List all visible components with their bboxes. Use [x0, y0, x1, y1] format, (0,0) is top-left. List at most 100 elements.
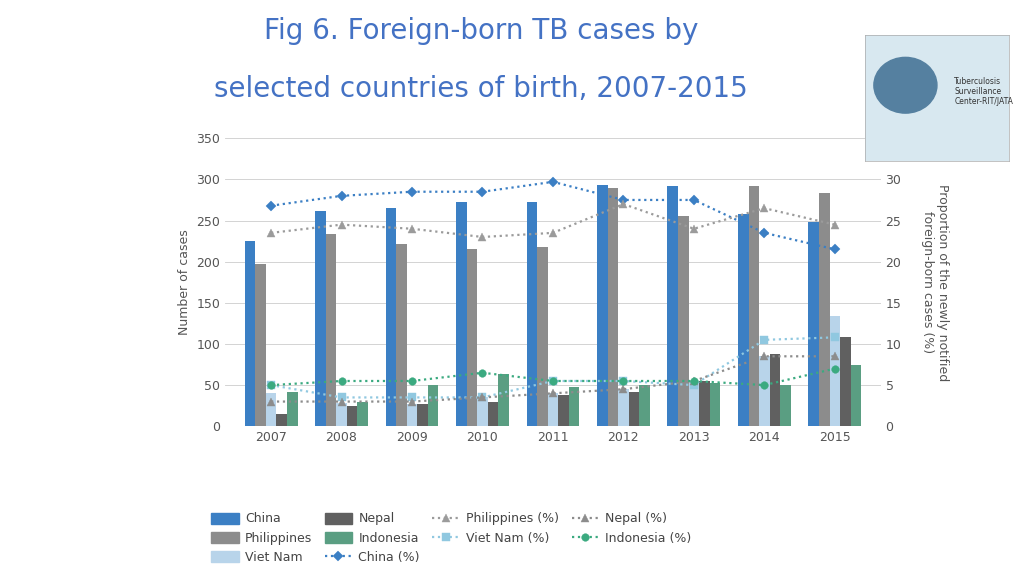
- Bar: [326, 234, 336, 426]
- Bar: [407, 404, 418, 426]
- Bar: [710, 384, 720, 426]
- Indonesia (%): [547, 377, 559, 384]
- Nepal (%): [476, 394, 488, 401]
- Bar: [287, 392, 298, 426]
- Nepal (%): [406, 398, 418, 405]
- Viet Nam (%): [336, 394, 348, 401]
- Bar: [597, 185, 607, 426]
- Viet Nam (%): [828, 334, 841, 341]
- Philippines (%): [617, 200, 630, 207]
- Indonesia (%): [336, 377, 348, 384]
- Bar: [487, 401, 499, 426]
- Bar: [558, 395, 568, 426]
- Bar: [357, 401, 368, 426]
- Circle shape: [873, 58, 937, 113]
- Bar: [418, 404, 428, 426]
- Bar: [336, 403, 347, 426]
- Y-axis label: Proportion of the newly notified
foreign-born cases (%): Proportion of the newly notified foreign…: [921, 184, 949, 381]
- Line: Philippines (%): Philippines (%): [267, 200, 839, 241]
- Bar: [688, 384, 699, 426]
- Bar: [808, 222, 819, 426]
- Bar: [738, 214, 749, 426]
- Y-axis label: Number of cases: Number of cases: [178, 229, 191, 335]
- Indonesia (%): [265, 382, 278, 389]
- Bar: [668, 186, 678, 426]
- China (%): [336, 192, 348, 199]
- Viet Nam (%): [617, 377, 630, 384]
- Bar: [770, 354, 780, 426]
- China (%): [406, 188, 418, 195]
- Line: Nepal (%): Nepal (%): [267, 353, 839, 406]
- Bar: [639, 385, 650, 426]
- Bar: [607, 188, 618, 426]
- Philippines (%): [336, 221, 348, 228]
- Viet Nam (%): [547, 377, 559, 384]
- Bar: [428, 385, 438, 426]
- Bar: [538, 247, 548, 426]
- Bar: [819, 194, 829, 426]
- Bar: [829, 316, 840, 426]
- Philippines (%): [547, 229, 559, 236]
- Bar: [699, 381, 710, 426]
- Viet Nam (%): [758, 336, 770, 343]
- Viet Nam (%): [688, 382, 700, 389]
- China (%): [688, 196, 700, 203]
- Bar: [467, 249, 477, 426]
- Indonesia (%): [617, 377, 630, 384]
- Nepal (%): [547, 390, 559, 397]
- Nepal (%): [617, 386, 630, 393]
- Bar: [840, 338, 851, 426]
- Indonesia (%): [688, 377, 700, 384]
- China (%): [758, 229, 770, 236]
- Line: Viet Nam (%): Viet Nam (%): [267, 334, 839, 401]
- Bar: [851, 365, 861, 426]
- Bar: [759, 357, 770, 426]
- China (%): [476, 188, 488, 195]
- Bar: [386, 208, 396, 426]
- Nepal (%): [688, 377, 700, 384]
- Bar: [568, 386, 580, 426]
- Philippines (%): [265, 229, 278, 236]
- Nepal (%): [336, 398, 348, 405]
- Bar: [456, 202, 467, 426]
- Philippines (%): [688, 225, 700, 232]
- Bar: [629, 392, 639, 426]
- Bar: [618, 389, 629, 426]
- Bar: [276, 414, 287, 426]
- Bar: [477, 397, 487, 426]
- Bar: [347, 406, 357, 426]
- Text: Tuberculosis
Surveillance
Center-RIT/JATA: Tuberculosis Surveillance Center-RIT/JAT…: [954, 77, 1013, 107]
- Bar: [255, 264, 266, 426]
- Text: Fig 6. Foreign-born TB cases by: Fig 6. Foreign-born TB cases by: [264, 17, 698, 46]
- Viet Nam (%): [265, 382, 278, 389]
- Philippines (%): [758, 204, 770, 211]
- Philippines (%): [406, 225, 418, 232]
- Viet Nam (%): [406, 394, 418, 401]
- Nepal (%): [265, 398, 278, 405]
- Philippines (%): [828, 221, 841, 228]
- Indonesia (%): [758, 382, 770, 389]
- China (%): [265, 202, 278, 209]
- Bar: [548, 393, 558, 426]
- Nepal (%): [758, 353, 770, 360]
- Bar: [780, 385, 791, 426]
- China (%): [547, 179, 559, 185]
- Line: China (%): China (%): [267, 178, 839, 253]
- Bar: [678, 217, 688, 426]
- Bar: [245, 241, 255, 426]
- Philippines (%): [476, 233, 488, 240]
- China (%): [828, 246, 841, 253]
- Legend: China, Philippines, Viet Nam, Nepal, Indonesia, China (%), Philippines (%), Viet: China, Philippines, Viet Nam, Nepal, Ind…: [211, 513, 691, 564]
- Bar: [526, 202, 538, 426]
- Bar: [499, 374, 509, 426]
- Bar: [749, 186, 759, 426]
- Bar: [396, 244, 407, 426]
- Nepal (%): [828, 353, 841, 360]
- Bar: [315, 211, 326, 426]
- Viet Nam (%): [476, 394, 488, 401]
- Indonesia (%): [476, 369, 488, 376]
- Indonesia (%): [828, 365, 841, 372]
- Indonesia (%): [406, 377, 418, 384]
- Bar: [266, 393, 276, 426]
- China (%): [617, 196, 630, 203]
